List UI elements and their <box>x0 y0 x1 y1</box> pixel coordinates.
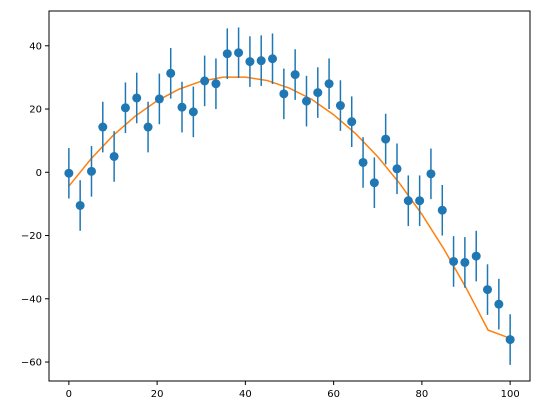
y-tick-label: 0 <box>36 168 42 179</box>
fit-curve-layer <box>68 76 511 340</box>
y-tick-label: −20 <box>21 231 42 242</box>
data-point <box>347 117 357 127</box>
data-point <box>483 285 493 295</box>
data-point <box>154 94 164 104</box>
data-point <box>449 256 459 266</box>
data-point <box>415 196 425 206</box>
data-point <box>200 76 210 86</box>
data-point <box>426 169 436 179</box>
data-point <box>211 79 221 89</box>
data-point <box>268 54 278 64</box>
data-point <box>86 166 96 176</box>
y-tick-label: −40 <box>21 294 42 305</box>
data-point <box>505 335 515 345</box>
data-point <box>166 68 176 78</box>
data-point <box>403 196 413 206</box>
data-point <box>471 251 481 261</box>
data-point <box>324 79 334 89</box>
data-point <box>301 96 311 106</box>
data-point <box>494 299 504 309</box>
x-axis: 0 20 40 60 80 100 <box>66 381 520 400</box>
data-point <box>64 168 74 178</box>
plot-background <box>49 11 530 381</box>
x-tick-label: 40 <box>239 389 252 400</box>
data-point <box>460 257 470 267</box>
plot-frame <box>48 10 531 382</box>
data-point <box>279 89 289 99</box>
data-point <box>313 88 323 98</box>
data-point <box>109 151 119 161</box>
data-point <box>75 200 85 210</box>
data-point <box>188 107 198 117</box>
data-point <box>234 48 244 58</box>
data-point <box>132 93 142 103</box>
y-tick-label: 40 <box>29 41 42 52</box>
fit-line <box>68 76 511 340</box>
y-axis: −60 −40 −20 0 20 40 <box>21 41 49 369</box>
data-point <box>290 70 300 80</box>
point-layer <box>64 48 515 345</box>
y-tick-label: −60 <box>21 358 42 369</box>
data-point <box>222 49 232 59</box>
data-point <box>245 57 255 67</box>
data-point <box>358 157 368 167</box>
x-tick-label: 60 <box>327 389 340 400</box>
x-tick-label: 20 <box>151 389 164 400</box>
data-point <box>381 134 391 144</box>
data-point <box>256 56 266 66</box>
data-point <box>335 101 345 111</box>
x-tick-label: 100 <box>501 389 520 400</box>
data-point <box>98 122 108 132</box>
data-point <box>120 103 130 113</box>
data-point <box>437 205 447 215</box>
data-point <box>177 102 187 112</box>
data-point <box>143 122 153 132</box>
data-point <box>369 178 379 188</box>
data-point <box>392 164 402 174</box>
x-tick-label: 0 <box>66 389 72 400</box>
x-tick-label: 80 <box>416 389 429 400</box>
y-tick-label: 20 <box>29 105 42 116</box>
